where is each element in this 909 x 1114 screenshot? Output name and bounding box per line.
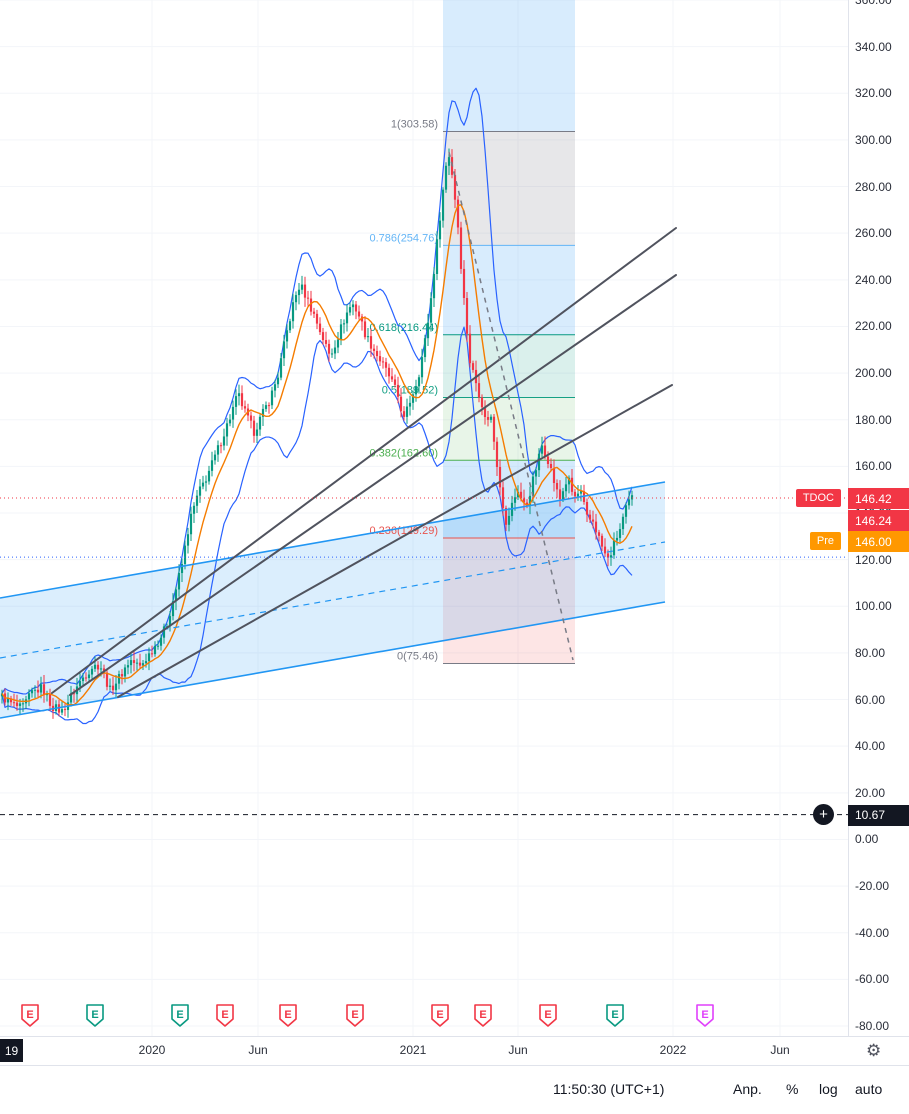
price-tick-label: 60.00 [855,692,886,707]
symbol-flag: TDOC [795,489,841,507]
price-lines [0,497,848,816]
candlestick-series [0,148,634,719]
price-tick-label: -80.00 [855,1019,890,1033]
earnings-marker-icon[interactable]: E [696,1004,714,1027]
earnings-marker-icon[interactable]: E [279,1004,297,1027]
price-tick-label: -60.00 [855,972,890,987]
svg-text:E: E [284,1009,291,1021]
grid [0,0,848,1036]
earnings-marker-icon[interactable]: E [86,1004,104,1027]
price-tick-label: 0.00 [855,832,879,847]
price-tick-label: 340.00 [855,39,892,54]
prev-price-tag: 146.24 [848,510,909,531]
svg-text:0.786(254.76): 0.786(254.76) [370,232,439,244]
last-price-tag: 146.42 [848,488,909,509]
decline-trendline [448,151,574,661]
time-axis-label: Jun [248,1043,268,1057]
earnings-marker-icon[interactable]: E [346,1004,364,1027]
bollinger-bands [1,87,633,725]
price-tick-label: 280.00 [855,179,892,194]
svg-text:E: E [479,1009,486,1021]
crosshair-price-tag: 10.67 [848,804,909,826]
time-axis-label: 2020 [138,1043,166,1057]
time-axis[interactable]: 19 ⚙ 2020 Jun 2021 Jun 2022 Jun [0,1036,909,1065]
svg-text:E: E [436,1009,443,1021]
adjust-data-button[interactable]: Anp. [733,1081,762,1097]
earnings-marker-icon[interactable]: E [474,1004,492,1027]
earnings-marker-icon[interactable]: E [606,1004,624,1027]
time-axis-label: 2022 [659,1043,687,1057]
price-tick-label: 100.00 [855,599,892,614]
premarket-flag: Pre [809,532,841,550]
price-tick-label: 240.00 [855,272,892,287]
clock-display[interactable]: 11:50:30 (UTC+1) [553,1081,665,1097]
svg-text:E: E [611,1009,618,1021]
parallel-channel [0,481,666,719]
earnings-marker-icon[interactable]: E [21,1004,39,1027]
earnings-marker-icon[interactable]: E [216,1004,234,1027]
price-tick-label: 200.00 [855,366,892,381]
time-axis-label: Jun [508,1043,528,1057]
plus-icon: + [819,806,828,824]
price-tick-label: 300.00 [855,132,892,147]
svg-text:E: E [26,1009,33,1021]
svg-text:0.618(216.44): 0.618(216.44) [370,322,439,334]
price-chart-canvas[interactable]: 1(303.58) 0.786(254.76) 0.618(216.44) 0.5(1… [0,0,848,1036]
crosshair-date-label: 19 [0,1039,23,1062]
svg-text:0.382(162.60): 0.382(162.60) [370,447,439,459]
percent-scale-button[interactable]: % [786,1081,799,1097]
add-alert-plus-button[interactable]: + [813,804,834,826]
svg-text:0.236(129.29): 0.236(129.29) [370,525,439,537]
price-tick-label: 80.00 [855,645,886,660]
fib-retracement-levels: 1(303.58) 0.786(254.76) 0.618(216.44) 0.5(1… [370,119,575,664]
price-tick-label: 320.00 [855,86,892,101]
time-axis-label: 2021 [399,1043,427,1057]
price-tick-label: -40.00 [855,925,890,940]
price-tick-label: 40.00 [855,739,886,754]
price-tick-label: 360.00 [855,0,892,7]
price-tick-label: 180.00 [855,412,892,427]
svg-text:E: E [176,1009,183,1021]
parallel-channel-fill [0,482,665,718]
svg-text:0.5(189.52): 0.5(189.52) [382,385,438,397]
earnings-marker-icon[interactable]: E [431,1004,449,1027]
earnings-marker-icon[interactable]: E [539,1004,557,1027]
time-axis-label: Jun [770,1043,790,1057]
premarket-price-tag: 146.00 [848,531,909,552]
trend-lines [51,227,677,698]
price-tick-label: 20.00 [855,785,886,800]
log-scale-button[interactable]: log [819,1081,838,1097]
auto-scale-button[interactable]: auto [855,1081,883,1097]
price-tick-label: 160.00 [855,459,892,474]
ma-line [1,204,633,706]
price-tick-label: 260.00 [855,226,892,241]
bottom-toolbar: 11:50:30 (UTC+1) Anp. % log auto [0,1065,909,1114]
svg-text:0(75.46): 0(75.46) [397,650,438,662]
price-tick-label: -20.00 [855,879,890,894]
price-tick-label: 120.00 [855,552,892,567]
svg-text:E: E [351,1009,358,1021]
settings-gear-icon[interactable]: ⚙ [866,1041,882,1060]
price-tick-label: 220.00 [855,319,892,334]
svg-text:1(303.58): 1(303.58) [391,119,438,131]
svg-text:E: E [701,1009,708,1021]
svg-text:E: E [544,1009,551,1021]
svg-text:E: E [91,1009,98,1021]
svg-text:E: E [221,1009,228,1021]
earnings-marker-icon[interactable]: E [171,1004,189,1027]
